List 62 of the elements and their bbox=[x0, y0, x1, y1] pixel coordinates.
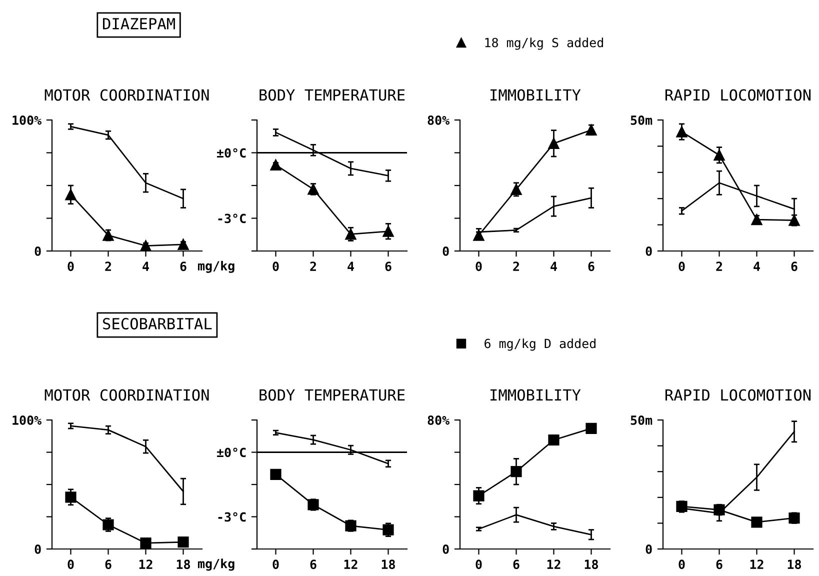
y-tick-label: ±0°C bbox=[217, 148, 246, 158]
text: SECOBARBITAL bbox=[103, 318, 212, 330]
x-tick-label: 6 bbox=[180, 262, 186, 272]
y-tick-label: 0 bbox=[646, 246, 652, 256]
x-tick-label: 0 bbox=[272, 560, 279, 570]
text: DIAZEPAM bbox=[103, 18, 175, 30]
legend-label: 18 mg/kg S added bbox=[485, 38, 603, 50]
chart-title: BODY TEMPERATURE bbox=[260, 389, 405, 401]
x-tick-label: 6 bbox=[310, 560, 316, 570]
x-tick-label: 0 bbox=[68, 560, 74, 570]
y-tick-label: ±0°C bbox=[217, 448, 246, 458]
chart-title: IMMOBILITY bbox=[490, 89, 581, 101]
x-tick-label: 4 bbox=[142, 262, 149, 271]
y-tick-label: 0 bbox=[34, 246, 41, 256]
chart-title: RAPID LOCOMOTION bbox=[665, 389, 811, 401]
x-tick-label: 18 bbox=[584, 560, 598, 570]
x-tick-label: 0 bbox=[678, 560, 685, 570]
y-tick-label: 50m bbox=[630, 415, 652, 425]
x-tick-label: 0 bbox=[476, 262, 482, 272]
x-tick-label: 12 bbox=[344, 560, 358, 569]
y-tick-label: 0 bbox=[34, 544, 41, 554]
y-tick-label: 0 bbox=[442, 544, 449, 554]
x-axis-title: mg/kg bbox=[198, 558, 234, 571]
x-tick-label: 0 bbox=[68, 262, 74, 272]
x-tick-label: 6 bbox=[105, 560, 112, 570]
x-tick-label: 12 bbox=[139, 560, 152, 569]
y-tick-label: 0 bbox=[442, 246, 449, 256]
legend-label: 6 mg/kg D added bbox=[484, 338, 596, 351]
x-tick-label: 18 bbox=[788, 560, 801, 570]
y-tick-label: -3°C bbox=[218, 512, 246, 522]
x-tick-label: 2 bbox=[513, 262, 519, 271]
x-tick-label: 6 bbox=[791, 262, 798, 272]
x-tick-label: 2 bbox=[105, 262, 111, 271]
x-tick-label: 2 bbox=[716, 262, 722, 271]
x-tick-label: 18 bbox=[176, 560, 190, 570]
y-tick-label: -3°C bbox=[218, 214, 246, 224]
y-tick-label: 50m bbox=[630, 115, 652, 125]
x-tick-label: 12 bbox=[547, 560, 560, 569]
x-tick-label: 4 bbox=[754, 262, 760, 271]
x-tick-label: 12 bbox=[750, 560, 764, 569]
y-tick-label: 0 bbox=[646, 544, 652, 554]
x-tick-label: 6 bbox=[513, 560, 520, 570]
chart-title: MOTOR COORDINATION bbox=[44, 89, 209, 101]
x-tick-label: 6 bbox=[588, 262, 594, 272]
y-tick-label: 100% bbox=[12, 415, 42, 425]
chart-title: RAPID LOCOMOTION bbox=[665, 89, 811, 101]
x-tick-label: 18 bbox=[382, 560, 395, 570]
x-tick-label: 4 bbox=[550, 262, 557, 271]
x-tick-label: 4 bbox=[348, 262, 354, 271]
y-tick-label: 80% bbox=[428, 115, 450, 125]
x-tick-label: 0 bbox=[476, 560, 482, 570]
x-axis-title: mg/kg bbox=[198, 260, 234, 273]
x-tick-label: 6 bbox=[716, 560, 722, 570]
chart-title: BODY TEMPERATURE bbox=[260, 89, 405, 101]
chart-title: IMMOBILITY bbox=[490, 389, 581, 401]
x-tick-label: 2 bbox=[310, 262, 316, 271]
y-tick-label: 80% bbox=[428, 415, 450, 425]
chart-title: MOTOR COORDINATION bbox=[44, 389, 209, 401]
x-tick-label: 6 bbox=[385, 262, 392, 272]
y-tick-label: 100% bbox=[12, 115, 42, 125]
x-tick-label: 0 bbox=[678, 262, 685, 272]
x-tick-label: 0 bbox=[272, 262, 279, 272]
